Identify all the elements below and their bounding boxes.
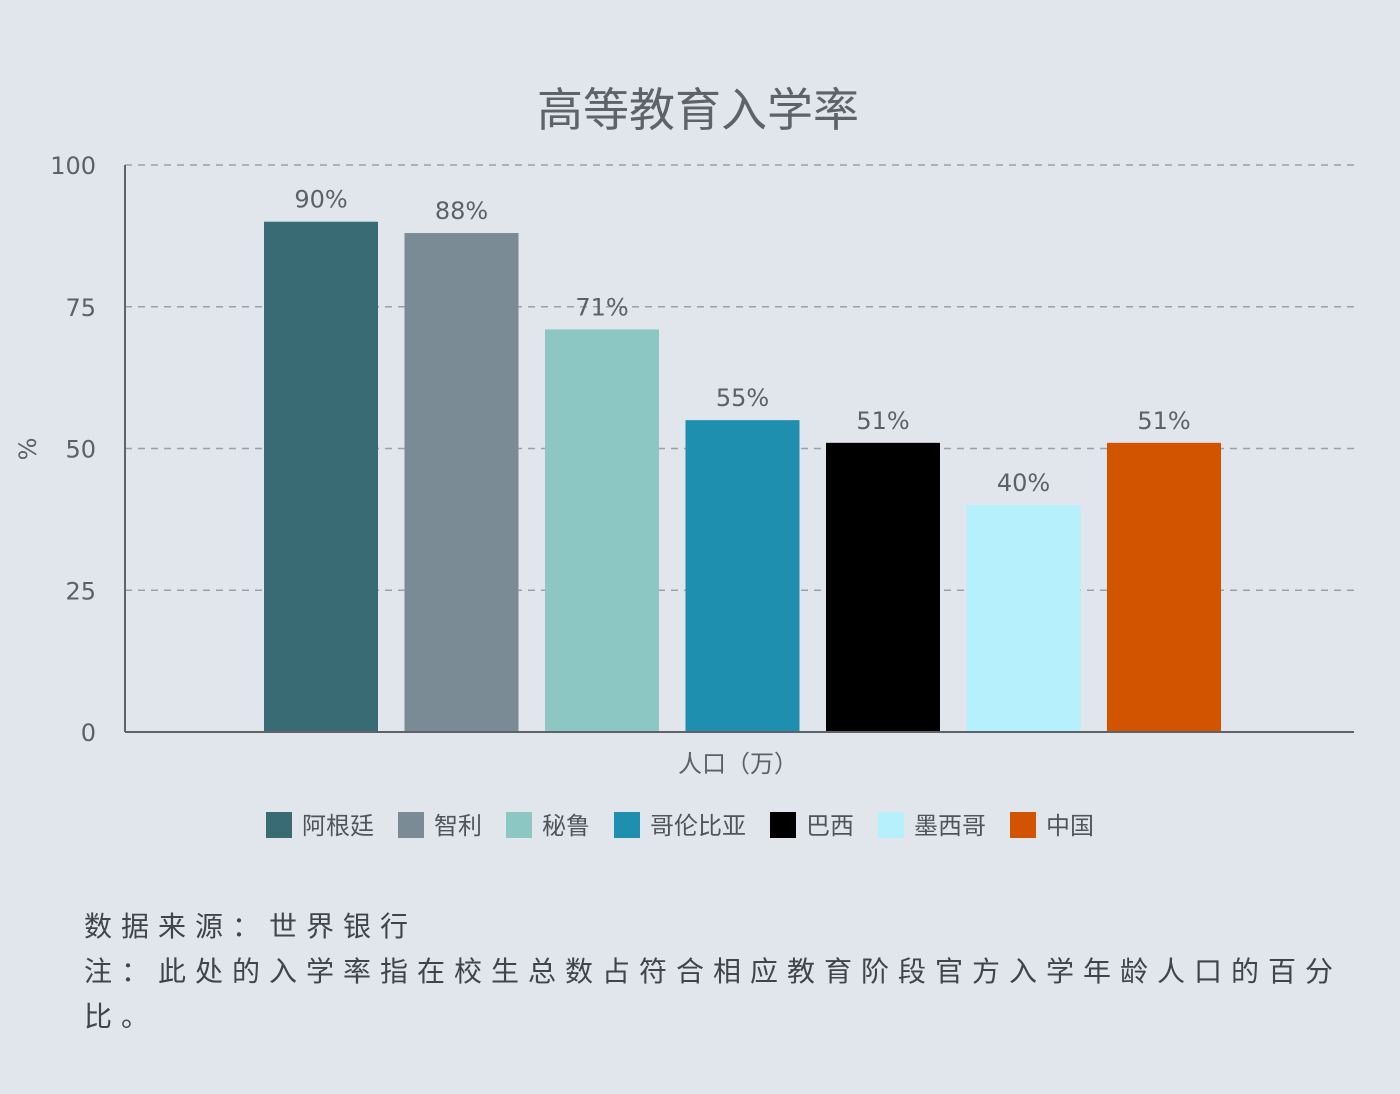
bar-7: [1107, 442, 1221, 732]
bar-4: [685, 420, 800, 732]
y-tick-label: 50: [65, 436, 96, 464]
bar-value-label: 40%: [997, 469, 1050, 497]
bar-2: [404, 233, 519, 733]
legend-swatch: [506, 812, 532, 838]
legend-item: 阿根廷: [266, 812, 374, 840]
bar-value-label: 51%: [1137, 407, 1190, 435]
legend-item: 墨西哥: [878, 812, 986, 840]
legend-label: 巴西: [806, 812, 854, 840]
legend-swatch: [878, 812, 904, 838]
bar-value-label: 55%: [716, 384, 769, 412]
bars: [264, 221, 1221, 733]
bar-1: [264, 221, 378, 732]
legend-label: 墨西哥: [914, 812, 986, 840]
legend-item: 秘鲁: [506, 812, 590, 840]
bar-chart: 高等教育入学率 0 25 50 75 100 90% 88% 71% 55% 51% 40% 51%…: [14, 83, 1354, 840]
bar-value-label: 90%: [294, 186, 347, 214]
legend-swatch: [1010, 812, 1036, 838]
legend-item: 哥伦比亚: [614, 812, 746, 840]
y-tick-label: 0: [81, 719, 96, 747]
legend-swatch: [770, 812, 796, 838]
legend-label: 哥伦比亚: [650, 812, 746, 840]
bar-3: [545, 329, 659, 732]
legend: 阿根廷 智利 秘鲁 哥伦比亚 巴西 墨西哥 中国: [266, 812, 1094, 840]
chart-footer: 数据来源：世界银行 注：此处的入学率指在校生总数占符合相应教育阶段官方入学年龄人…: [84, 904, 1344, 1039]
bar-5: [826, 442, 940, 732]
y-axis-title: %: [14, 438, 42, 461]
legend-item: 巴西: [770, 812, 854, 840]
legend-label: 秘鲁: [542, 812, 590, 840]
bar-value-label: 51%: [856, 407, 909, 435]
y-tick-label: 25: [65, 577, 96, 605]
legend-swatch: [614, 812, 640, 838]
data-labels: 90% 88% 71% 55% 51% 40% 51%: [294, 186, 1190, 498]
legend-swatch: [266, 812, 292, 838]
legend-item: 智利: [398, 812, 482, 840]
legend-label: 阿根廷: [302, 812, 374, 840]
bar-value-label: 71%: [575, 293, 628, 321]
bar-value-label: 88%: [435, 197, 488, 225]
y-tick-label: 100: [50, 152, 96, 180]
y-axis-ticks: 0 25 50 75 100: [50, 152, 96, 747]
chart-title: 高等教育入学率: [537, 83, 859, 137]
y-tick-label: 75: [65, 294, 96, 322]
source-note: 数据来源：世界银行: [84, 910, 418, 943]
legend-item: 中国: [1010, 812, 1094, 840]
x-axis-title: 人口（万）: [678, 750, 798, 778]
legend-label: 中国: [1046, 812, 1094, 840]
bar-6: [966, 505, 1081, 732]
legend-label: 智利: [434, 812, 482, 840]
definition-note: 注：此处的入学率指在校生总数占符合相应教育阶段官方入学年龄人口的百分比。: [84, 955, 1343, 1033]
legend-swatch: [398, 812, 424, 838]
